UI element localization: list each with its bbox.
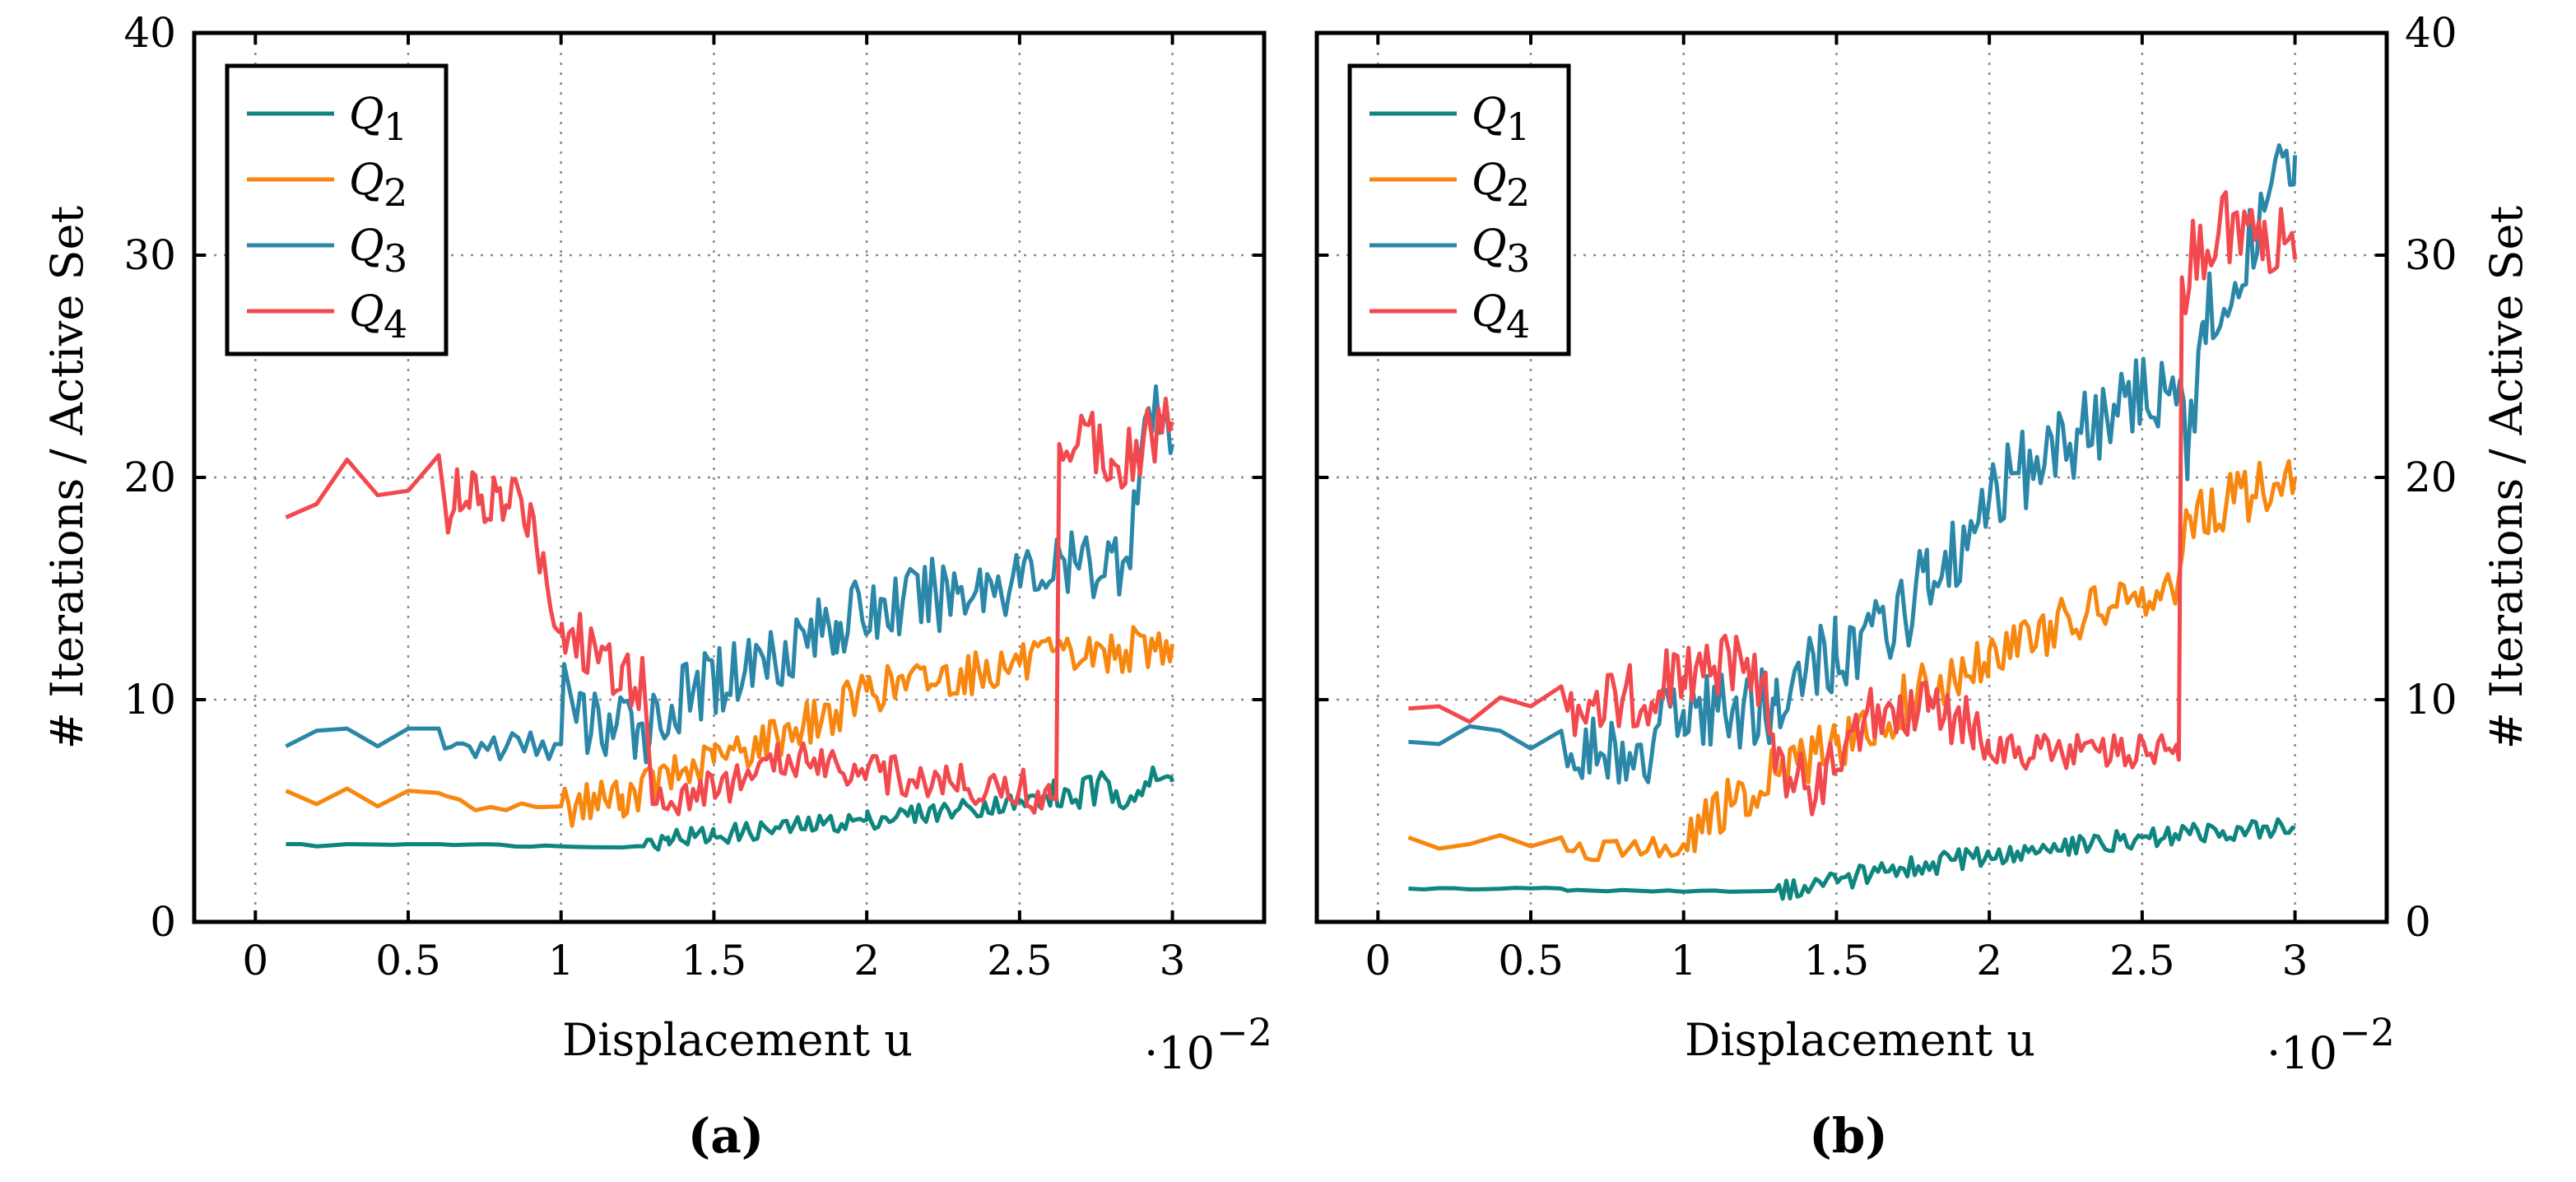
legend-subscript: 4 (384, 302, 407, 347)
caption: (a) (688, 1108, 764, 1164)
x-tick-label: 1.5 (1804, 937, 1870, 984)
legend-subscript: 1 (384, 105, 407, 149)
legend-subscript: 2 (384, 170, 407, 215)
x-tick-label: 1 (1671, 937, 1697, 984)
x-axis-label: Displacement u (562, 1014, 913, 1066)
legend: Q 1Q 2Q 3Q 4 (225, 63, 449, 356)
y-tick-label: 0 (2405, 898, 2431, 946)
legend-subscript: 2 (1506, 170, 1530, 215)
x-tick-label: 1.5 (681, 937, 747, 984)
y-tick-label: 10 (123, 676, 176, 724)
y-axis-label: # Iterations / Active Set (41, 206, 93, 750)
x-scale-exponent: −2 (2339, 1010, 2395, 1054)
y-tick-label: 40 (123, 9, 176, 57)
y-axis-label: # Iterations / Active Set (2481, 206, 2532, 750)
legend-label-q4: Q (349, 287, 384, 337)
caption: (b) (1809, 1108, 1887, 1164)
legend-label-q4: Q (1472, 287, 1507, 337)
x-scale-label: ·10 (2267, 1027, 2337, 1079)
series-line-q3 (285, 384, 1175, 765)
x-tick-label: 3 (2282, 937, 2309, 984)
legend: Q 1Q 2Q 3Q 4 (1347, 63, 1571, 356)
legend-subscript: 1 (1506, 105, 1530, 149)
series-line-q2 (1407, 458, 2298, 863)
x-tick-label: 0.5 (375, 937, 441, 984)
x-tick-label: 2 (1976, 937, 2002, 984)
series-line-q1 (1408, 817, 2296, 901)
series-line-q4 (1408, 190, 2298, 817)
x-tick-label: 0 (1365, 937, 1391, 984)
series-line-q2 (285, 625, 1175, 828)
y-tick-label: 20 (123, 454, 176, 501)
legend-label-q2: Q (349, 156, 384, 205)
x-tick-label: 3 (1160, 937, 1186, 984)
x-axis-label: Displacement u (1685, 1014, 2035, 1066)
y-tick-label: 30 (123, 231, 176, 279)
x-scale-label: ·10 (1144, 1027, 1215, 1079)
x-tick-label: 0.5 (1498, 937, 1564, 984)
y-tick-label: 40 (2405, 9, 2457, 57)
x-tick-label: 0 (242, 937, 268, 984)
series-line-q4 (285, 396, 1174, 817)
legend-label-q3: Q (1472, 221, 1507, 271)
legend-subscript: 4 (1506, 302, 1530, 347)
x-tick-label: 2 (853, 937, 880, 984)
x-tick-label: 2.5 (987, 937, 1053, 984)
series-line-q1 (286, 766, 1175, 852)
legend-label-q1: Q (1472, 90, 1507, 139)
x-tick-label: 1 (548, 937, 574, 984)
y-tick-label: 10 (2405, 676, 2457, 724)
y-tick-label: 0 (150, 898, 176, 946)
y-tick-label: 30 (2405, 231, 2457, 279)
legend-label-q3: Q (349, 221, 384, 271)
x-scale-exponent: −2 (1216, 1010, 1272, 1054)
legend-subscript: 3 (1506, 236, 1530, 281)
x-tick-label: 2.5 (2109, 937, 2175, 984)
legend-subscript: 3 (384, 236, 407, 281)
y-tick-label: 20 (2405, 454, 2457, 501)
legend-label-q2: Q (1472, 156, 1507, 205)
legend-label-q1: Q (349, 90, 384, 139)
